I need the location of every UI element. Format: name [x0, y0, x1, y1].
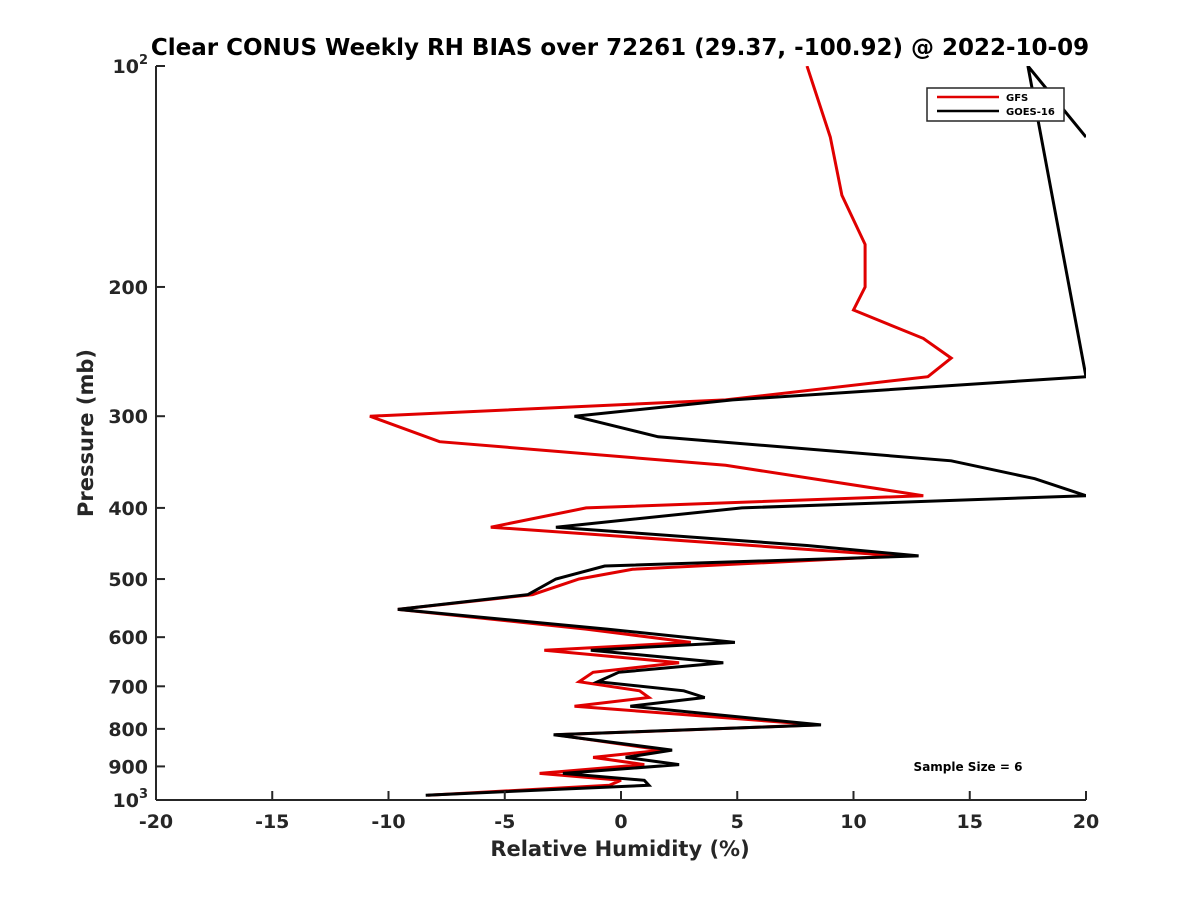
y-axis-label: Pressure (mb) — [74, 349, 98, 517]
x-axis-label: Relative Humidity (%) — [490, 837, 749, 861]
x-tick-label: -15 — [255, 811, 289, 833]
sample-size-annotation: Sample Size = 6 — [914, 760, 1023, 774]
y-tick-label: 600 — [108, 627, 148, 649]
y-tick-label: 103 — [113, 787, 149, 812]
y-tick-label: 800 — [108, 719, 148, 741]
y-tick-label: 900 — [108, 756, 148, 778]
series-layer — [369, 66, 1086, 797]
legend-entry: GFS — [1006, 93, 1028, 104]
y-tick-label: 500 — [108, 569, 148, 591]
x-tick-label: 20 — [1073, 811, 1099, 833]
legend-box — [926, 87, 1065, 122]
axes-layer: -20 -15 -10 -5 0 5 10 15 20 102 200 300 400 500 600 700… — [108, 53, 1099, 833]
series-line-goes-16 — [397, 66, 1086, 797]
plot-area — [156, 66, 1086, 800]
y-tick-label: 102 — [113, 53, 149, 78]
legend: GFS GOES-16 — [926, 87, 1065, 122]
legend-entry: GOES-16 — [1006, 107, 1055, 118]
y-tick-label: 700 — [108, 676, 148, 698]
x-tick-label: 10 — [840, 811, 866, 833]
x-tick-label: -10 — [371, 811, 405, 833]
y-tick-label: 200 — [108, 277, 148, 299]
chart-title: Clear CONUS Weekly RH BIAS over 72261 (2… — [151, 35, 1089, 61]
y-tick-label: 300 — [108, 406, 148, 428]
x-tick-label: -5 — [494, 811, 515, 833]
x-tick-label: 5 — [731, 811, 744, 833]
y-tick-label: 400 — [108, 498, 148, 520]
x-tick-label: 15 — [957, 811, 983, 833]
x-tick-label: 0 — [614, 811, 627, 833]
x-tick-label: -20 — [139, 811, 173, 833]
